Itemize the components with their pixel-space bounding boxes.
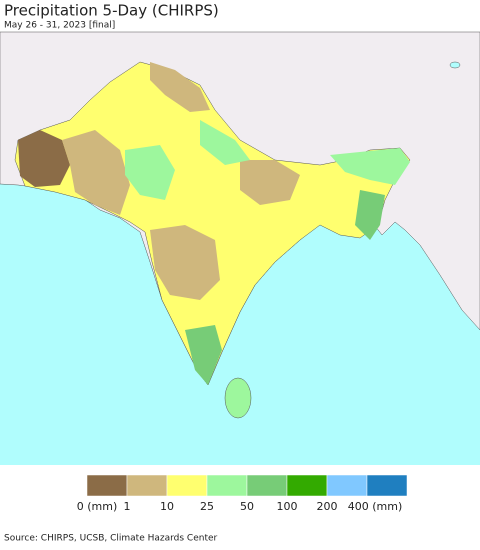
map: [0, 31, 480, 465]
legend-swatch: [126, 474, 168, 497]
legend-label: 25: [200, 500, 214, 513]
legend-label: 100: [277, 500, 298, 513]
legend-swatch: [86, 474, 128, 497]
region-dry: [18, 130, 70, 187]
legend-label: 50: [240, 500, 254, 513]
subtitle: May 26 - 31, 2023 [final]: [4, 21, 115, 31]
region-low: [150, 225, 220, 300]
legend-label: 10: [160, 500, 174, 513]
legend-swatch: [206, 474, 248, 497]
legend: 0 (mm) 1 10 25 50 100 200 400 (mm): [77, 474, 408, 513]
legend-label: 0 (mm): [77, 500, 118, 513]
region-wet: [125, 145, 175, 200]
region-low: [150, 62, 210, 112]
source: Source: CHIRPS, UCSB, Climate Hazards Ce…: [4, 534, 218, 544]
legend-swatch: [286, 474, 328, 497]
legend-label: 200: [317, 500, 338, 513]
legend-swatch: [366, 474, 408, 497]
region-low: [62, 130, 130, 215]
legend-label: 400 (mm): [348, 500, 403, 513]
region-wet: [330, 148, 410, 185]
island: [224, 377, 252, 419]
legend-label: 1: [124, 500, 131, 513]
region-wetter: [185, 325, 222, 385]
region-wetter: [355, 190, 385, 240]
legend-swatch: [166, 474, 208, 497]
legend-swatch: [246, 474, 288, 497]
legend-swatch: [326, 474, 368, 497]
region-low: [240, 160, 300, 205]
title: Precipitation 5-Day (CHIRPS): [4, 2, 219, 20]
lake: [449, 61, 461, 69]
region-wet: [200, 120, 250, 165]
